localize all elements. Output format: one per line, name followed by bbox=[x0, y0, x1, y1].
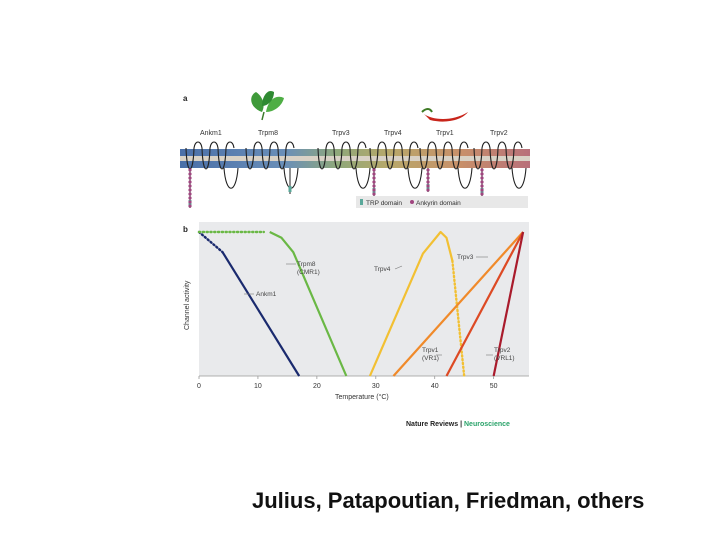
ankyrin-repeat bbox=[480, 192, 484, 196]
series-label-trpv4: Trpv4 bbox=[374, 266, 391, 273]
ankyrin-repeat bbox=[426, 180, 430, 184]
series-trpm8-cmr1-line bbox=[269, 231, 348, 377]
x-tick-label: 50 bbox=[490, 383, 498, 390]
ankyrin-repeat bbox=[480, 180, 484, 184]
series-label-trpv2-vrl1: Trpv2 (VRL1) bbox=[494, 347, 515, 362]
domain-legend-box bbox=[356, 196, 528, 208]
publisher-separator: | bbox=[458, 421, 464, 428]
series-trpv1-vr1-line bbox=[445, 231, 525, 377]
x-tick-label: 0 bbox=[197, 383, 201, 390]
x-tick-label: 30 bbox=[372, 383, 380, 390]
mint-leaf-icon bbox=[251, 90, 284, 121]
ankyrin-repeat bbox=[188, 192, 192, 196]
x-tick-label: 20 bbox=[313, 383, 321, 390]
ankyrin-repeat bbox=[188, 196, 192, 200]
ankyrin-repeat bbox=[188, 200, 192, 204]
channel-intracellular-loop bbox=[355, 167, 371, 189]
y-axis-label: Channel activity bbox=[184, 280, 191, 330]
ankyrin-repeat bbox=[188, 184, 192, 188]
channel-intracellular-loop bbox=[457, 167, 473, 189]
ankyrin-repeat bbox=[426, 176, 430, 180]
ankyrin-repeat bbox=[426, 184, 430, 188]
series-label-leader bbox=[394, 265, 403, 270]
membrane-core bbox=[180, 156, 530, 161]
domain-legend: TRP domain Ankyrin domain bbox=[356, 196, 528, 208]
ankyrin-repeat bbox=[426, 188, 430, 192]
ankyrin-repeat bbox=[372, 180, 376, 184]
ankyrin-repeat bbox=[372, 168, 376, 172]
ankyrin-repeat bbox=[426, 168, 430, 172]
publisher-section: Neuroscience bbox=[464, 421, 510, 428]
channel-intracellular-loop bbox=[407, 167, 423, 189]
channel-label-trpv4: Trpv4 bbox=[384, 130, 402, 137]
ankyrin-repeat bbox=[372, 188, 376, 192]
series-trpv2-vrl1-line bbox=[492, 231, 525, 377]
channel-label-trpv3: Trpv3 bbox=[332, 130, 350, 137]
ankyrin-repeat bbox=[372, 172, 376, 176]
channel-topologies bbox=[185, 141, 527, 208]
channel-label-trpv1: Trpv1 bbox=[436, 130, 454, 137]
trp-domain-swatch bbox=[360, 199, 363, 205]
channel-intracellular-loop bbox=[223, 167, 239, 189]
ankyrin-repeat bbox=[188, 172, 192, 176]
ankyrin-repeat bbox=[480, 172, 484, 176]
channel-labels: Ankm1 Trpm8 Trpv3 Trpv4 Trpv1 Trpv2 bbox=[200, 130, 508, 137]
x-axis-label: Temperature (°C) bbox=[335, 393, 389, 401]
x-ticks: 0 10 20 30 40 50 bbox=[197, 376, 498, 390]
channel-transmembrane-loops bbox=[317, 141, 367, 170]
channel-label-ankm1: Ankm1 bbox=[200, 130, 222, 137]
channel-label-trpv2: Trpv2 bbox=[490, 130, 508, 137]
channel-intracellular-loop bbox=[511, 167, 527, 189]
ankyrin-repeat bbox=[426, 172, 430, 176]
series-ankm1-dotted bbox=[197, 230, 224, 254]
series-label-ankm1: Ankm1 bbox=[256, 291, 277, 298]
membrane-inner-leaflet bbox=[180, 161, 530, 168]
series-trpv3-line bbox=[392, 231, 524, 377]
chili-pepper-icon bbox=[421, 108, 468, 122]
x-tick-label: 40 bbox=[431, 383, 439, 390]
ankyrin-repeat bbox=[372, 192, 376, 196]
ankyrin-repeat bbox=[188, 188, 192, 192]
ankyrin-domain-label: Ankyrin domain bbox=[416, 200, 461, 207]
channel-intracellular-loop bbox=[283, 167, 299, 189]
trp-domain-marker bbox=[288, 186, 292, 192]
ankyrin-repeat bbox=[480, 168, 484, 172]
panel-b-label: b bbox=[183, 225, 188, 234]
series-label-trpv3: Trpv3 bbox=[457, 254, 474, 261]
series-group bbox=[197, 230, 525, 378]
credit-text: Julius, Patapoutian, Friedman, others bbox=[252, 488, 645, 513]
ankyrin-repeat bbox=[480, 184, 484, 188]
series-labels: Ankm1 Trpm8 (CMR1) Trpv4 Trpv3 Trpv1 (VR1) Trpv… bbox=[244, 254, 515, 362]
series-label-trpm8-cmr1: Trpm8 (CMR1) bbox=[297, 261, 320, 276]
ankyrin-repeat bbox=[372, 176, 376, 180]
series-label-trpv1-vr1: Trpv1 (VR1) bbox=[422, 347, 439, 362]
ankyrin-domain-swatch bbox=[410, 200, 414, 204]
x-tick-label: 10 bbox=[254, 383, 262, 390]
channel-transmembrane-loops bbox=[245, 141, 295, 170]
ankyrin-repeat bbox=[188, 168, 192, 172]
series-ankm1-line bbox=[221, 251, 301, 377]
membrane-outer-leaflet bbox=[180, 149, 530, 156]
trp-domain-label: TRP domain bbox=[366, 200, 402, 207]
ankyrin-repeat bbox=[188, 176, 192, 180]
channel-transmembrane-loops bbox=[419, 141, 469, 170]
series-trpv4-dotted bbox=[451, 259, 466, 378]
channel-label-trpm8: Trpm8 bbox=[258, 130, 278, 137]
panel-a-label: a bbox=[183, 94, 188, 103]
plot-background bbox=[199, 222, 529, 376]
series-trpv4-line bbox=[368, 230, 454, 377]
publisher-journal: Nature Reviews bbox=[406, 421, 458, 428]
publisher-line: Nature Reviews | Neuroscience bbox=[406, 421, 510, 428]
channel-transmembrane-loops bbox=[185, 141, 235, 170]
channel-transmembrane-loops bbox=[473, 141, 523, 170]
ankyrin-repeat bbox=[188, 204, 192, 208]
channel-transmembrane-loops bbox=[369, 141, 419, 170]
ankyrin-repeat bbox=[480, 188, 484, 192]
ankyrin-repeat bbox=[188, 180, 192, 184]
ankyrin-repeat bbox=[480, 176, 484, 180]
ankyrin-repeat bbox=[372, 184, 376, 188]
